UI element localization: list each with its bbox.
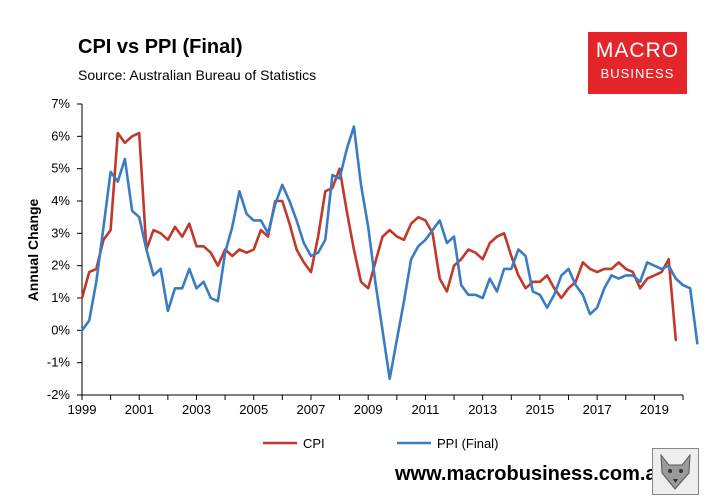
x-tick-label: 2017 [583, 402, 612, 417]
y-tick-label: 4% [51, 193, 70, 208]
y-tick-labels: -2% -1% 0% 1% 2% 3% 4% 5% 6% 7% [47, 96, 71, 402]
y-tick-label: 0% [51, 322, 70, 337]
x-tick-labels: 1999 2001 2003 2005 2007 2009 2011 2013 2015 2017… [68, 402, 669, 417]
x-tick-label: 2003 [182, 402, 211, 417]
y-tick-label: -2% [47, 387, 71, 402]
legend: CPI PPI (Final) [263, 436, 498, 451]
y-tick-label: 5% [51, 161, 70, 176]
legend-label-ppi-final: PPI (Final) [437, 436, 498, 451]
chart-source: Source: Australian Bureau of Statistics [78, 67, 317, 83]
x-tick-label: 2001 [125, 402, 154, 417]
series-layer [80, 125, 699, 381]
y-tick-label: 7% [51, 96, 70, 111]
y-axis-label: Annual Change [25, 198, 41, 301]
y-tick-label: 3% [51, 225, 70, 240]
y-tick-label: -1% [47, 355, 71, 370]
series-line-cpi [80, 131, 678, 342]
wolf-logo-icon [652, 448, 699, 495]
x-tick-label: 1999 [68, 402, 97, 417]
chart-title: CPI vs PPI (Final) [78, 36, 243, 58]
x-tick-label: 2015 [525, 402, 554, 417]
x-tick-label: 2011 [411, 402, 439, 417]
chart-axes [77, 103, 684, 400]
macrobusiness-logo: MACRO BUSINESS [588, 32, 687, 94]
series-line-ppi-final [80, 125, 699, 381]
y-tick-label: 2% [51, 258, 70, 273]
x-tick-label: 2009 [354, 402, 383, 417]
x-tick-label: 2019 [640, 402, 669, 417]
x-tick-label: 2013 [468, 402, 497, 417]
x-tick-label: 2005 [239, 402, 268, 417]
footer-url: www.macrobusiness.com.au [395, 463, 669, 485]
x-tick-label: 2007 [296, 402, 325, 417]
logo-line-2: BUSINESS [600, 66, 675, 81]
logo-line-1: MACRO [595, 39, 680, 62]
y-tick-label: 6% [51, 128, 70, 143]
legend-label-cpi: CPI [303, 436, 325, 451]
y-tick-label: 1% [51, 290, 70, 305]
